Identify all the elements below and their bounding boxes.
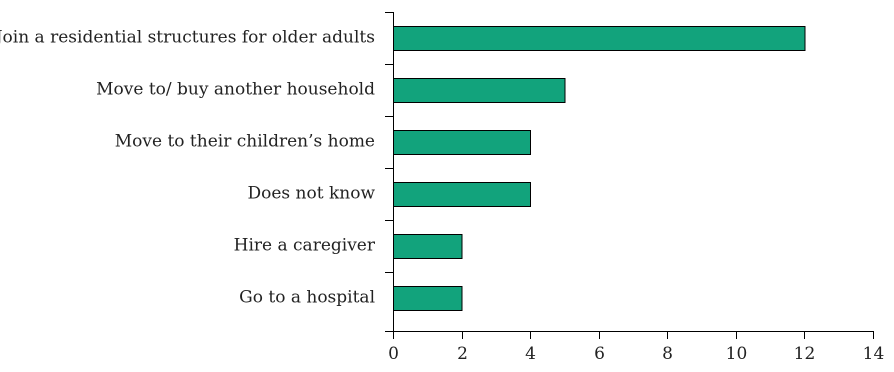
category-label: Move to/ buy another household [96,80,375,100]
x-tick-label: 14 [863,344,885,364]
bar [393,286,463,311]
x-tick-label: 4 [525,344,536,364]
x-tick-label: 12 [794,344,816,364]
x-tick-label: 2 [457,344,468,364]
bars-layer [393,26,806,311]
x-tick-label: 6 [594,344,605,364]
category-label: Go to a hospital [239,288,375,308]
bar [393,182,532,207]
x-tick-label: 0 [388,344,399,364]
bar [393,26,806,51]
bar [393,78,566,103]
labels-layer: Join a residential structures for older … [0,28,884,365]
x-tick-label: 10 [726,344,748,364]
bar [393,130,532,155]
category-label: Join a residential structures for older … [0,28,375,48]
x-tick-label: 8 [662,344,673,364]
category-label: Does not know [247,184,375,204]
category-label: Move to their children’s home [115,132,375,152]
category-label: Hire a caregiver [234,236,376,256]
axes-layer [385,12,874,339]
bar [393,234,463,259]
